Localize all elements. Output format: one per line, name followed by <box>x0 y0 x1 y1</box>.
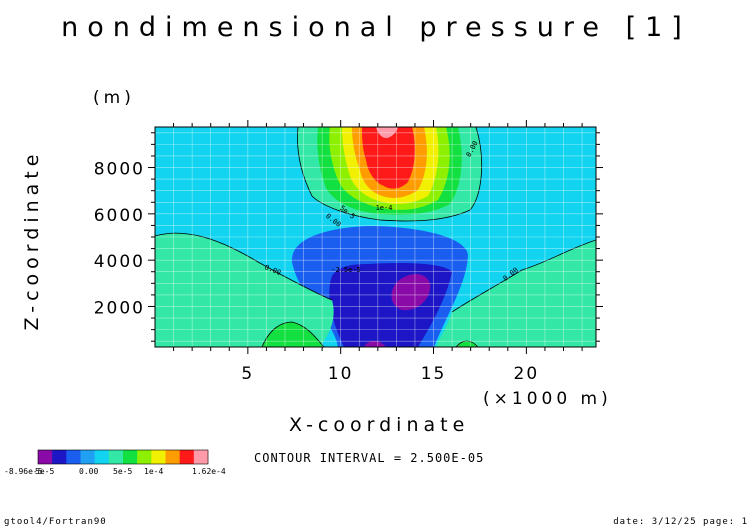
y-tick-label: 8000 <box>94 160 145 180</box>
band-lvl5-right <box>436 240 596 347</box>
x-tick-label: 10 <box>328 364 354 384</box>
colorbar-swatch <box>108 450 124 464</box>
contour-interval-text: CONTOUR INTERVAL = 2.500E-05 <box>254 451 485 465</box>
colorbar-label: -8.96e-5 <box>4 467 43 476</box>
colorbar-swatch <box>38 450 53 464</box>
band-lvl6-left <box>262 322 324 347</box>
colorbar-label: 5e-5 <box>35 467 54 476</box>
colorbar-swatch <box>179 450 195 464</box>
tick-labels: 5 10 15 20 2000 4000 6000 8000 <box>94 160 540 384</box>
chart-title: nondimensional pressure [1] <box>61 12 691 43</box>
colorbar-swatch <box>94 450 110 464</box>
colorbar-label: 5e-5 <box>113 467 132 476</box>
grid-lines <box>155 127 596 347</box>
contour-line <box>155 232 333 301</box>
footer-program-label: gtool4/Fortran90 <box>4 517 107 527</box>
band-lvl0-bottom <box>364 341 386 347</box>
contour-label: 1e-4 <box>376 204 393 212</box>
colorbar-labels: -8.96e-55e-5 0.00 5e-5 1e-4 1.62e-4 <box>4 467 226 476</box>
colorbar-swatch <box>80 450 95 464</box>
contour-label: -2.5e-5 <box>331 266 361 274</box>
colorbar-frame <box>37 449 209 465</box>
colorbar-label: 0.00 <box>79 467 98 476</box>
footer-date-page: date: 3/12/25 page: 1 <box>613 517 748 527</box>
y-tick-label: 6000 <box>94 206 145 226</box>
colorbar-swatch <box>52 450 67 464</box>
colorbar-swatch <box>193 450 209 464</box>
x-tick-label: 20 <box>514 364 540 384</box>
contour-line <box>297 127 483 222</box>
colorbar <box>37 449 209 465</box>
colorbar-swatch <box>66 450 81 464</box>
x-axis-label: X-coordinate <box>289 414 470 436</box>
axis-ticks <box>148 120 603 354</box>
band-lvl10 <box>362 127 415 189</box>
colorbar-swatch <box>165 450 180 464</box>
x-tick-label: 5 <box>241 364 254 384</box>
y-tick-label: 2000 <box>94 298 145 318</box>
contour-line <box>261 321 325 347</box>
colorbar-label: 1.62e-4 <box>192 467 226 476</box>
colorbar-swatch <box>137 450 152 464</box>
x-tick-label: 15 <box>421 364 447 384</box>
y-axis-unit: (m) <box>93 88 135 108</box>
colorbar-swatch <box>123 450 138 464</box>
colorbar-swatch <box>151 450 166 464</box>
colorbar-label: 1e-4 <box>144 467 163 476</box>
x-axis-unit: (×1000 m) <box>483 389 612 409</box>
contour-line <box>451 239 596 313</box>
band-lvl5-left <box>155 233 334 347</box>
y-tick-label: 4000 <box>94 252 145 272</box>
